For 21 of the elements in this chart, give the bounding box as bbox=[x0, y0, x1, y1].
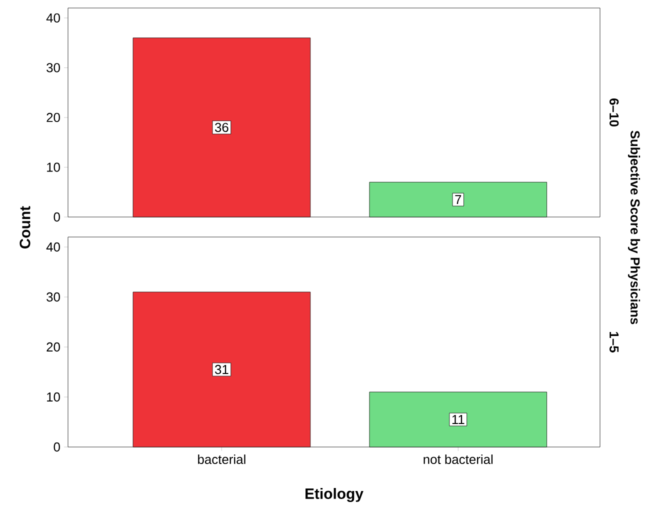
y-tick-label: 20 bbox=[46, 112, 60, 122]
y2-axis-title: Subjective Score by Physicians bbox=[628, 130, 640, 324]
data-label: 7 bbox=[455, 195, 462, 204]
x-axis-title: Etiology bbox=[306, 488, 364, 502]
y-axis-title: Count bbox=[20, 206, 30, 248]
text: 6–10 bbox=[610, 98, 619, 126]
data-label: 36 bbox=[214, 122, 228, 132]
data-label: 11 bbox=[452, 415, 464, 424]
data-label: 31 bbox=[214, 364, 228, 374]
y-tick-label: 30 bbox=[46, 292, 60, 302]
y-tick-label: 40 bbox=[46, 13, 60, 23]
y-tick-label: 40 bbox=[46, 242, 60, 252]
text: 1–5 bbox=[610, 332, 619, 352]
x-tick-label: bacterial bbox=[198, 454, 246, 464]
y-tick-label: 30 bbox=[46, 63, 60, 72]
y-tick-label: 0 bbox=[54, 442, 60, 452]
y-tick-label: 10 bbox=[47, 162, 60, 172]
y-tick-label: 0 bbox=[54, 212, 60, 222]
y-tick-label: 10 bbox=[47, 392, 60, 402]
y-tick-label: 20 bbox=[46, 342, 60, 352]
x-tick-label: not bacterial bbox=[424, 454, 493, 464]
